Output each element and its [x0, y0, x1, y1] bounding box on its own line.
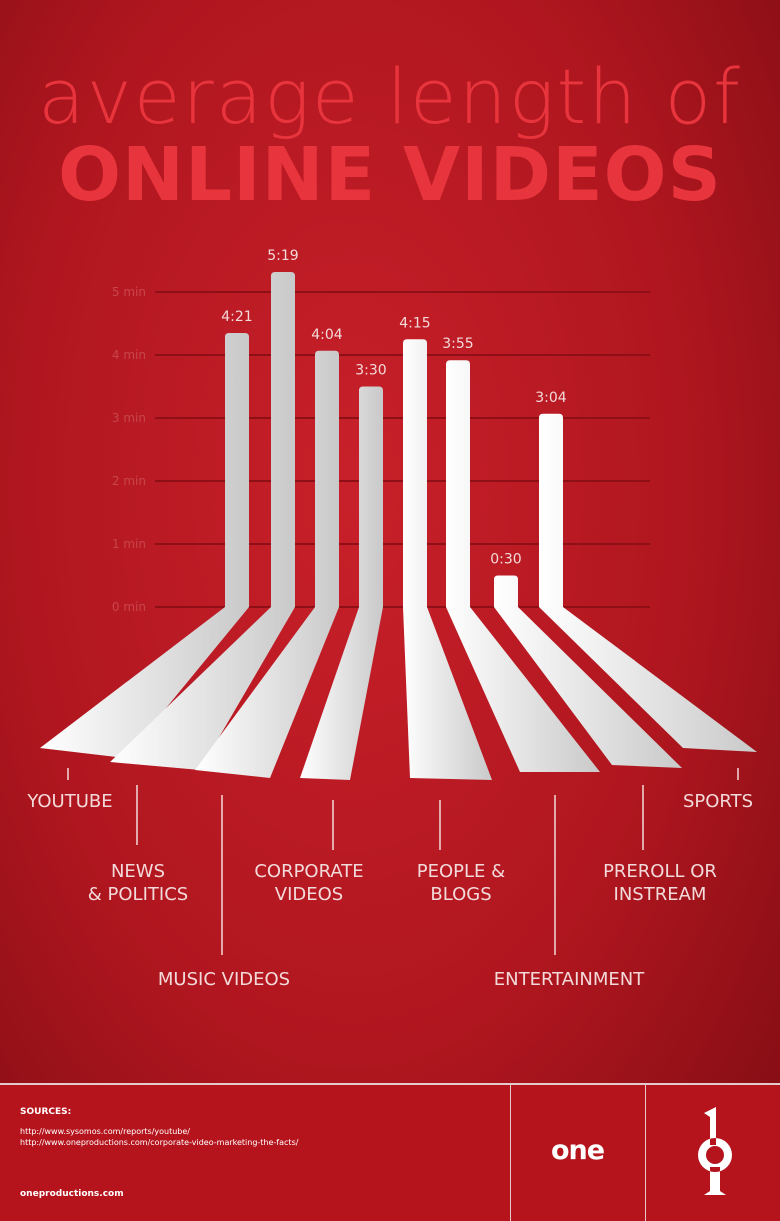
bar: [494, 575, 682, 768]
sources-heading: SOURCES:: [20, 1107, 72, 1117]
y-tick-label: 4 min: [112, 348, 146, 362]
divider: [510, 1085, 511, 1221]
value-label: 3:04: [535, 390, 567, 406]
value-label: 3:55: [442, 336, 473, 352]
logo: one: [550, 1135, 605, 1166]
x-tick-label: MUSIC VIDEOS: [157, 969, 291, 990]
bar: [40, 332, 249, 758]
y-tick-label: 0 min: [112, 600, 146, 614]
x-tick-label: YOUTUBE: [27, 791, 113, 812]
value-label: 5:19: [267, 248, 298, 264]
source: http://www.sysomos.com/reports/youtube/: [20, 1127, 190, 1136]
chart-subtitle: ONLINE VIDEOS: [58, 132, 722, 218]
source: http://www.oneproductions.com/corporate-…: [20, 1138, 299, 1147]
bar: [110, 272, 295, 770]
bar: [195, 350, 339, 778]
value-label: 4:21: [221, 309, 252, 325]
logo-mark: [698, 1107, 732, 1195]
x-tick-label: PEOPLE & BLOGS: [416, 861, 506, 905]
chart: 0 min 1 min 2 min 3 min 4 min 5 min 4:21 5:19 4:…: [40, 248, 757, 955]
y-tick-label: 2 min: [112, 474, 146, 488]
bar: [300, 386, 383, 780]
y-tick-label: 5 min: [112, 285, 146, 299]
x-tick-label: NEWS & POLITICS: [87, 861, 189, 905]
bar: [539, 413, 757, 752]
x-tick-label: SPORTS: [682, 791, 754, 812]
value-label: 0:30: [490, 552, 521, 568]
footer: SOURCES: http://www.sysomos.com/reports/…: [0, 1083, 780, 1221]
x-tick-label: ENTERTAINMENT: [493, 969, 645, 990]
value-label: 4:15: [399, 315, 430, 331]
chart-title: average length of: [38, 52, 742, 141]
value-label: 4:04: [311, 327, 343, 343]
bar: [446, 360, 600, 772]
bar: [403, 339, 492, 780]
y-tick-label: 3 min: [112, 411, 146, 425]
site: oneproductions.com: [20, 1189, 124, 1199]
x-tick-label: CORPORATE VIDEOS: [254, 861, 364, 905]
x-tick-label: PREROLL OR INSTREAM: [603, 861, 717, 905]
divider: [645, 1085, 646, 1221]
value-label: 3:30: [355, 363, 386, 379]
y-tick-label: 1 min: [112, 537, 146, 551]
